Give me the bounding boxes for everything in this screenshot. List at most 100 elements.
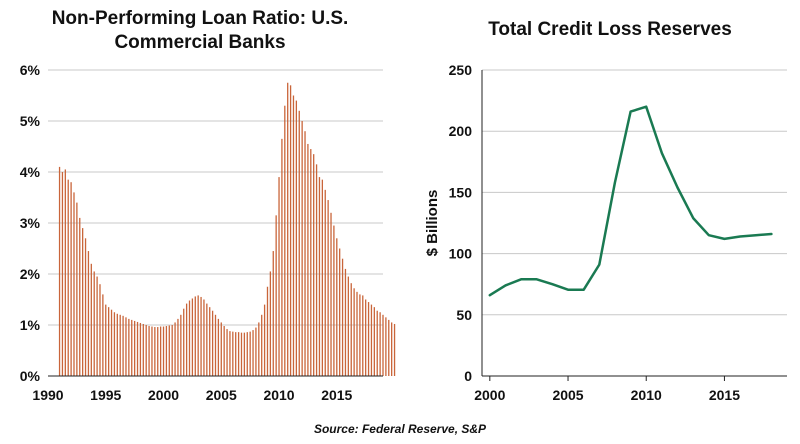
npl-bar xyxy=(145,325,147,376)
npl-bar xyxy=(362,295,364,376)
npl-bar xyxy=(148,326,150,376)
npl-bar xyxy=(209,307,211,376)
y-tick-label: 50 xyxy=(456,307,472,323)
npl-bar xyxy=(289,85,292,377)
npl-bar xyxy=(206,303,208,376)
npl-bar xyxy=(185,303,188,376)
npl-bar xyxy=(154,327,156,376)
npl-bar xyxy=(122,315,124,376)
npl-bar xyxy=(183,308,185,376)
x-tick-label: 2000 xyxy=(474,387,505,403)
y-tick-label: 2% xyxy=(20,266,41,282)
y-tick-label: 1% xyxy=(20,317,41,333)
npl-bar xyxy=(287,82,289,376)
npl-bar xyxy=(307,143,309,376)
npl-bar xyxy=(237,332,240,376)
npl-bar xyxy=(229,331,231,376)
npl-bar xyxy=(90,263,92,376)
npl-bar xyxy=(73,192,75,376)
left-chart-title: Non-Performing Loan Ratio: U.S. Commerci… xyxy=(15,7,385,55)
npl-bar xyxy=(197,295,199,376)
npl-bar xyxy=(131,319,133,376)
npl-bar xyxy=(321,179,324,376)
npl-bar xyxy=(87,251,90,376)
npl-bar xyxy=(136,321,139,376)
npl-bar xyxy=(275,215,277,376)
npl-bar xyxy=(266,286,269,376)
npl-bar xyxy=(258,322,260,376)
y-tick-label: 0 xyxy=(464,368,472,384)
npl-bar xyxy=(246,332,248,376)
npl-bar xyxy=(162,326,165,376)
npl-bar xyxy=(278,177,280,376)
y-tick-label: 4% xyxy=(20,164,41,180)
npl-bar xyxy=(370,304,373,376)
npl-bar xyxy=(84,238,87,376)
y-tick-label: 250 xyxy=(449,62,473,78)
npl-bar xyxy=(125,317,127,376)
npl-bar xyxy=(107,307,110,376)
x-tick-label: 2005 xyxy=(206,387,237,403)
npl-bar xyxy=(263,304,266,376)
npl-bar xyxy=(157,327,159,376)
npl-bar xyxy=(341,258,344,376)
npl-bar xyxy=(168,325,170,376)
npl-bar xyxy=(298,110,300,377)
npl-bar xyxy=(174,322,176,376)
npl-bar xyxy=(142,323,144,376)
npl-bar xyxy=(159,326,162,376)
npl-bar xyxy=(139,322,142,376)
npl-bar xyxy=(58,166,61,376)
npl-bar xyxy=(367,302,370,376)
npl-bar xyxy=(318,177,321,376)
npl-bar xyxy=(391,322,393,376)
npl-bar xyxy=(203,299,205,376)
npl-bar xyxy=(82,228,84,376)
npl-bar xyxy=(347,276,349,376)
y-tick-label: 200 xyxy=(449,123,473,139)
npl-bar xyxy=(272,251,274,376)
npl-bar xyxy=(99,284,101,376)
npl-bar xyxy=(240,332,243,376)
npl-bar xyxy=(177,318,179,376)
npl-bar xyxy=(324,189,326,376)
npl-bar xyxy=(385,317,387,376)
x-tick-label: 2005 xyxy=(552,387,583,403)
npl-bar xyxy=(171,325,173,376)
npl-bar xyxy=(281,138,283,376)
npl-bar xyxy=(116,313,118,376)
npl-bar xyxy=(327,200,329,376)
npl-bar xyxy=(333,225,335,376)
npl-bar xyxy=(336,238,338,376)
npl-bar xyxy=(223,326,225,376)
npl-bar xyxy=(255,327,257,376)
credit-loss-reserves-chart: 0 50 100 150 200 250 2000 2005 2010 2015 $ Billion… xyxy=(424,62,787,403)
npl-bar xyxy=(382,314,384,376)
npl-bar xyxy=(376,310,378,376)
source-note: Source: Federal Reserve, S&P xyxy=(313,422,487,436)
npl-bar xyxy=(194,296,196,376)
npl-bar xyxy=(388,319,390,376)
npl-bar xyxy=(211,310,214,376)
npl-bar xyxy=(252,330,254,376)
npl-bar xyxy=(315,164,318,376)
npl-bar xyxy=(93,271,95,376)
npl-bar xyxy=(226,329,228,376)
x-tick-label: 2015 xyxy=(709,387,740,403)
npl-bar xyxy=(79,217,81,376)
npl-bar xyxy=(365,299,367,376)
x-tick-label: 2010 xyxy=(263,387,294,403)
npl-bar xyxy=(188,300,191,376)
y-tick-label: 5% xyxy=(20,113,41,129)
npl-bar xyxy=(220,322,222,376)
npl-bar xyxy=(165,326,168,376)
npl-bar xyxy=(313,154,315,376)
npl-bar xyxy=(249,331,251,376)
y-tick-label: 100 xyxy=(449,246,473,262)
left-chart-title-line-1: Non-Performing Loan Ratio: U.S. xyxy=(51,8,349,29)
npl-bar xyxy=(64,169,66,376)
npl-bar xyxy=(304,131,306,376)
npl-bar xyxy=(292,95,295,376)
y-axis-label: $ Billions xyxy=(424,190,441,257)
npl-bar xyxy=(119,314,121,376)
